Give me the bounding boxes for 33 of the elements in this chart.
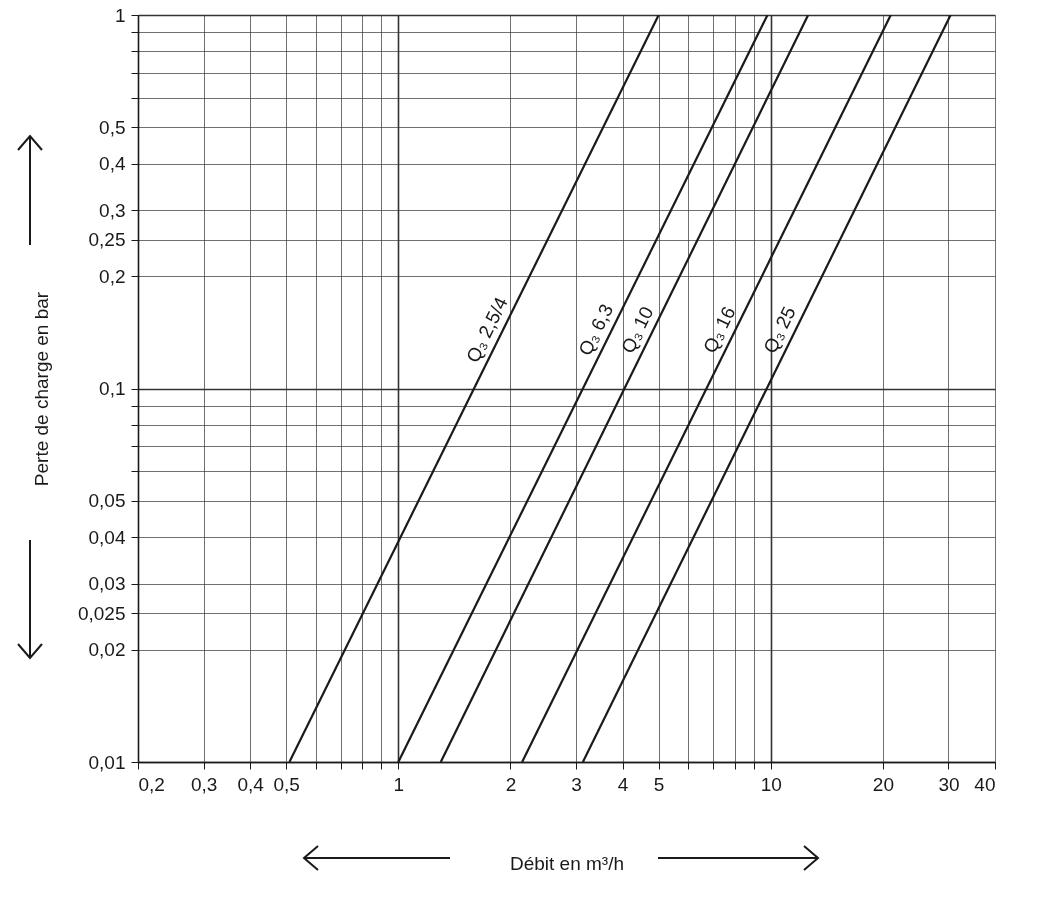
y-tick-label: 0,01 [88, 751, 126, 773]
y-tick-label: 0,5 [99, 116, 126, 138]
y-tick-label: 1 [114, 4, 126, 26]
text: Q₃ 25 [759, 303, 800, 357]
y-tick-label: 0,03 [88, 573, 126, 595]
x-tick-label: 3 [571, 773, 582, 795]
x-tick-label: 5 [653, 773, 665, 795]
x-tick-label: 0,4 [237, 773, 265, 795]
x-tick-label: 4 [617, 773, 629, 795]
y-tick-label: 0,05 [88, 490, 126, 512]
y-tick-label: 0,2 [99, 265, 126, 287]
x-tick-label: 0,3 [190, 773, 218, 795]
x-tick-label: 20 [872, 773, 894, 795]
y-tick-label: 0,3 [99, 199, 126, 221]
x-tick-label: 0,5 [273, 773, 300, 795]
x-tick-label: 0,2 [138, 773, 165, 795]
y-tick-label: 0,04 [88, 526, 126, 548]
x-tick-label: 1 [393, 773, 405, 795]
y-tick-label: 0,02 [88, 639, 126, 661]
text: Q₃ 10 [616, 303, 658, 357]
x-axis-title: Débit en m³/h [509, 852, 625, 874]
x-tick-label: 2 [505, 773, 517, 795]
x-tick-label: 10 [760, 773, 782, 795]
y-tick-label: 0,1 [99, 378, 126, 399]
text: Q₃ 2,5/4 [461, 293, 512, 366]
x-tick-label: 30 [938, 773, 960, 795]
y-tick-label: 0,25 [88, 229, 126, 251]
text: Q₃ 16 [699, 303, 740, 357]
y-axis-title: Perte de charge en bar [30, 291, 52, 487]
x-tick-label: 40 [974, 773, 996, 795]
y-tick-label: 0,025 [77, 602, 126, 624]
text: Q₃ 6,3 [574, 300, 618, 359]
y-tick-label: 0,4 [99, 153, 126, 175]
